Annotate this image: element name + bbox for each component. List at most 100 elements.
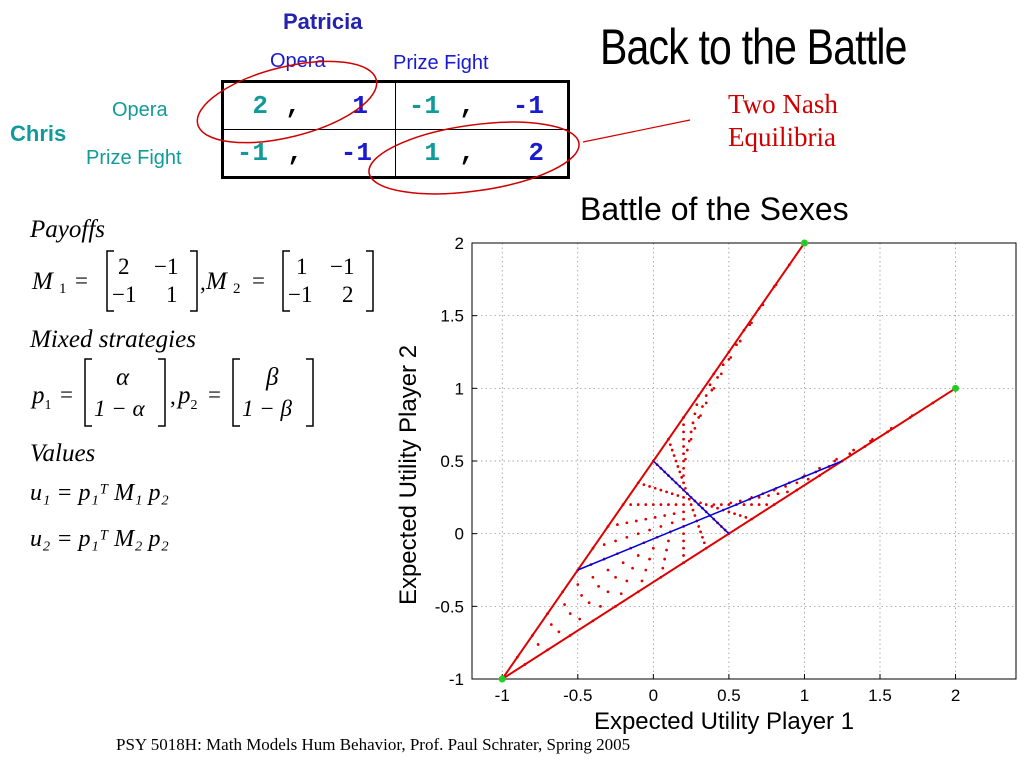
equilibrium-points [498,239,960,683]
payoff-dot [682,459,685,463]
m1-subscript: 1 [59,281,67,297]
payoff-dot [674,459,678,463]
payoff-dot [682,466,685,470]
payoff-dot [710,388,714,392]
p2-brackets [232,358,314,427]
payoff-dot [693,427,697,430]
x-tick-label: -1 [495,686,510,705]
column-player-label: Patricia [283,9,363,34]
payoff-dot [597,585,600,588]
payoff-dot [710,505,714,508]
payoff-dot [640,579,644,583]
payoff-dot [616,523,619,526]
payoff-dot [738,499,742,503]
x-tick-label: 1 [800,686,809,705]
payoff-dot [669,443,672,446]
chart-grid [472,242,1016,680]
payoff-dot [786,490,789,494]
m2-symbol: M [206,268,227,295]
payoff-dot [636,503,640,506]
slide-title: Back to the Battle [600,19,907,75]
u2-equation: u₂ = p₁ᵀ M₂ p₂ [30,526,169,552]
x-tick-label: 0.5 [717,686,741,705]
payoff-dot [682,452,685,456]
payoff-dot [670,521,674,525]
payoff-dot [682,496,685,499]
payoff-dot [697,416,700,419]
payoff-dot [835,457,838,461]
payoff-dot [848,452,852,456]
payoff-dot [742,503,746,506]
payoff-dot [833,459,836,463]
payoff-dot [672,512,676,515]
payoff-dot [621,561,625,565]
payoff-dot [648,528,651,532]
payoff-dot [606,590,610,594]
p1-entry-1: α [116,364,130,391]
payoff-dot [661,566,665,570]
payoff-dot [693,514,697,517]
payoff-dot [606,568,610,572]
payoff-dot [602,543,606,546]
p1-symbol: p1 [32,382,52,413]
x-axis-label: Expected Utility Player 1 [594,708,854,735]
payoff-dot [642,483,646,486]
payoff-dot [697,525,700,528]
p1-brackets [84,358,166,427]
payoff-dot [665,490,668,494]
payoff-dot [852,448,855,452]
m1-r2c1: −1 [112,282,137,307]
payoff-dot [670,492,674,496]
payoff-dot [699,530,702,534]
payoff-dot [689,430,693,434]
equilibrium-ellipse-prizefight [368,121,580,195]
payoff-dot [750,503,753,506]
equals-sign: = [75,268,88,293]
m2-subscript: 2 [233,281,241,297]
payoff-dot [670,448,674,452]
payoff-dot [614,575,617,579]
payoff-dot [750,321,753,325]
payoff-matrices: M 1 = 2 −1 −1 1 , M 2 = 1 −1 −1 2 [30,248,380,316]
payoff-dot [578,617,581,621]
axis-ticks: -1 -0.5 0 0.5 1 1.5 2 -1 -0.5 0 0.5 1 1.5 2 [435,234,961,705]
payoff-dot [682,517,685,521]
values-heading: Values [30,440,96,467]
payoff-matrix: 2,1 -1, -1 -1, -1 1,2 [221,80,570,179]
payoff-dot [727,510,731,514]
m1-r1c2: −1 [154,254,179,279]
m2-r2c1: −1 [288,282,313,307]
row-player-label: Chris [10,121,67,146]
payoff-dot [682,445,685,448]
m1-r2c2: 1 [166,282,178,307]
payoff-dot [704,394,708,397]
p2-entry-1: β [266,364,279,391]
payoff-dot [557,630,561,634]
payoff-dot [733,512,736,515]
payoff-dot [587,601,591,604]
payoffs-heading: Payoffs [30,216,105,243]
payoff-dot [776,492,780,496]
payoff-dot [644,517,648,521]
payoff-dot [576,583,580,586]
payoff-dot [682,430,685,434]
payoff-dot [636,532,640,535]
payoff-dot [686,448,689,452]
payoff-dot [691,421,695,425]
payoff-dot [667,503,670,506]
patricia-payoff: -1 [512,91,544,121]
payoff-dot [663,557,666,561]
y-tick-label: 0 [455,525,464,544]
payoff-dot [757,496,761,499]
nash-equilibria-note: Two Nash Equilibria [728,88,838,154]
payoff-dot [689,503,693,506]
x-tick-label: 0 [649,686,658,705]
y-tick-label: 1.5 [440,307,464,326]
chart-title: Battle of the Sexes [580,191,849,227]
payoff-cell-opera-prizefight: -1, -1 [395,81,569,130]
m2-r1c1: 1 [296,254,308,279]
payoff-dot [631,566,634,570]
payoff-dot [684,457,687,461]
annotation-connector [582,119,691,143]
payoff-dot [682,481,685,485]
